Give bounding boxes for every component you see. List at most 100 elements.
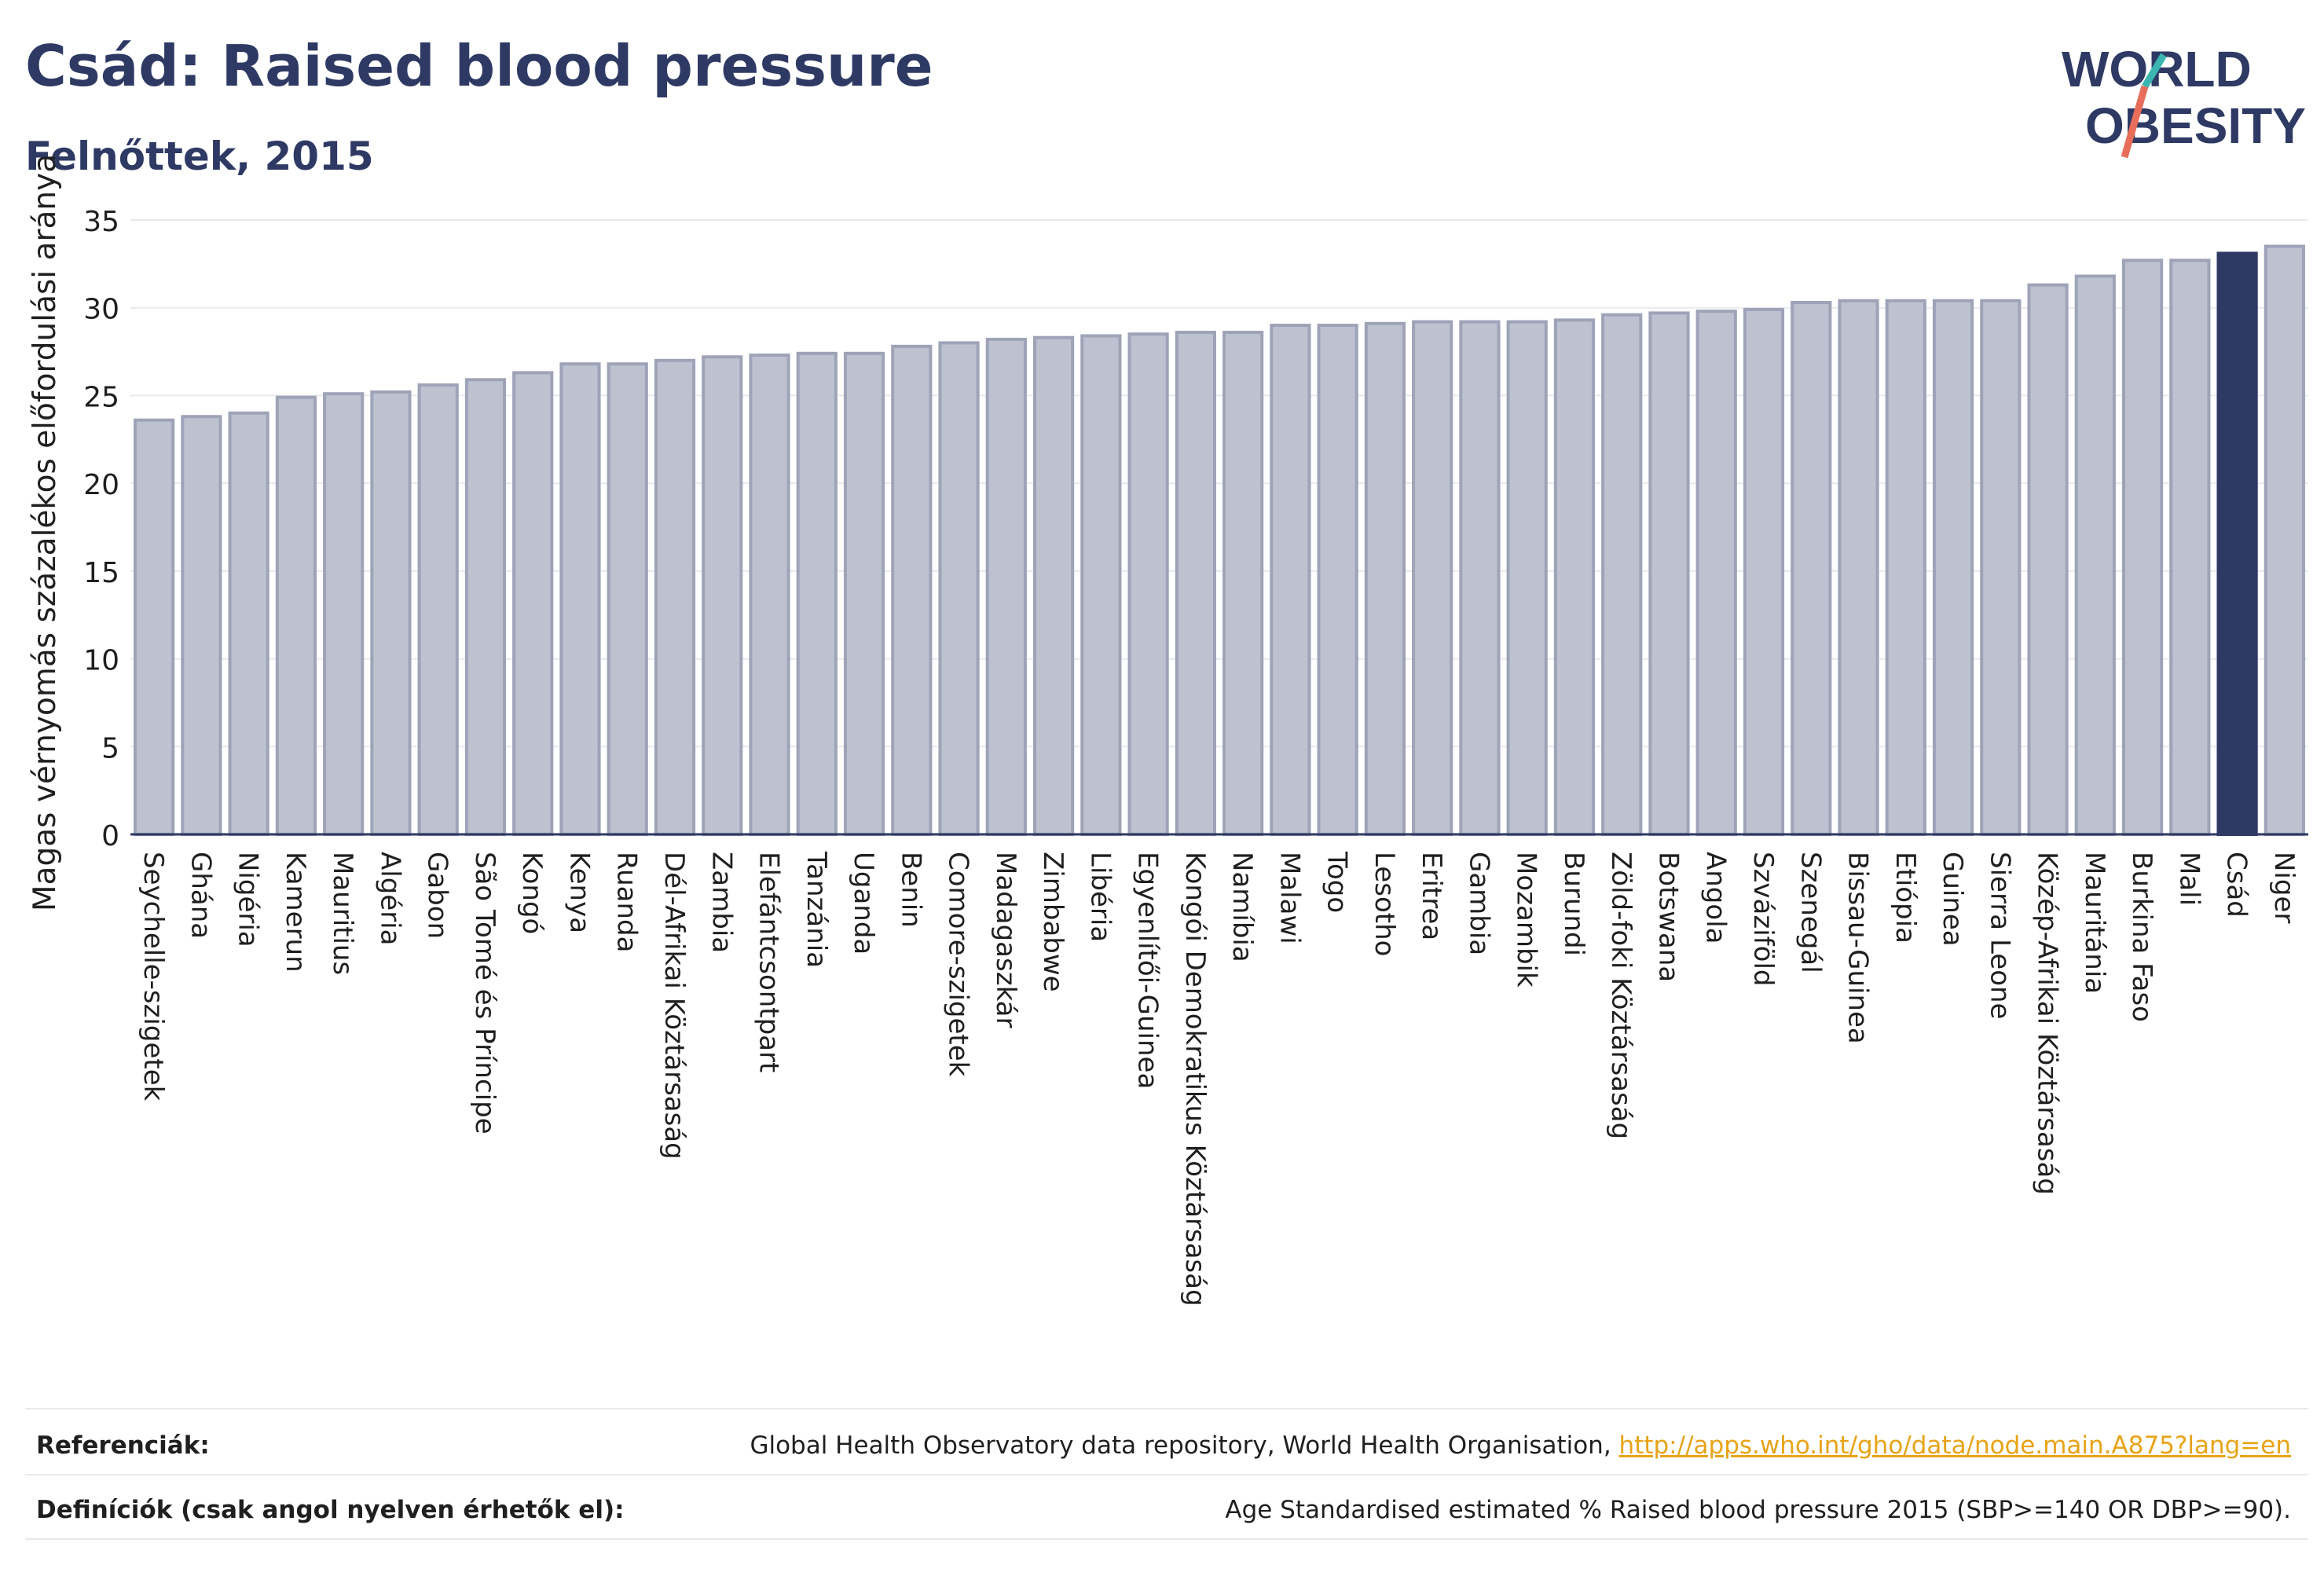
bar-country [1317,324,1358,836]
bar-country [985,337,1027,836]
x-tick-label: Gambia [1463,852,1494,955]
bar-country [843,351,885,836]
x-tick-label: Guinea [1937,852,1968,947]
x-tick-label: Kongó [516,852,548,934]
y-tick-label: 0 [101,820,119,852]
bar-country [654,358,696,836]
bar-country [228,411,269,836]
bar-country [1980,299,2022,836]
y-tick-label: 25 [83,381,119,413]
bar-country [1601,313,1643,836]
bar-country [2169,258,2211,837]
x-tick-label: Nigéria [233,852,264,947]
x-tick-label: Togo [1321,851,1353,913]
x-tick-label: Kenya [563,852,595,933]
x-tick-label: Algéria [374,852,405,945]
x-tick-label: Zöld-foki Köztársaság [1605,852,1637,1139]
x-tick-label: Mali [2173,852,2205,906]
x-tick-label: Csád [2221,852,2253,918]
bar-country [938,341,980,836]
x-tick-label: Zambia [706,852,737,953]
x-tick-label: Egyenlítői-Guinea [1132,852,1164,1089]
x-tick-label: Comore-szigetek [943,852,974,1077]
y-tick-label: 30 [83,294,119,326]
x-tick-label: Niger [2268,852,2300,923]
bar-country [1743,307,1785,837]
bar-country [134,418,175,836]
bar-country [1222,330,1264,837]
y-tick-label: 5 [101,732,119,764]
bar-country [1364,321,1406,836]
bar-country [796,351,838,836]
bar-country [2264,244,2305,836]
x-tick-label: Eritrea [1416,852,1447,940]
bar-country [1270,324,1311,836]
x-tick-label: Malawi [1274,852,1305,944]
x-tick-label: Elefántcsontpart [753,852,785,1072]
x-tick-label: Dél-Afrikai Köztársaság [658,852,690,1160]
y-tick-label: 20 [83,469,119,501]
x-tick-label: Mozambik [1511,852,1542,988]
logo-slash-teal [2142,53,2167,89]
x-tick-label: Mauritánia [2079,852,2110,994]
bar-country [749,354,790,837]
bar-country [1412,320,1453,836]
bar-country [607,362,648,836]
bar-country [2074,274,2116,836]
y-tick-label: 10 [83,645,119,677]
x-tick-label: Seychelle-szigetek [137,852,169,1101]
bar-country [1127,332,1169,836]
page-title: Csád: Raised blood pressure [25,33,933,99]
x-tick-label: Benin [895,852,926,928]
bar-country [1553,318,1596,836]
y-axis-label: Magas vérnyomás százalékos előfordulási … [27,154,63,911]
axes: 0 5 10 15 20 25 30 35 Seychelle-szigetek Ghána Nig… [83,206,2308,1307]
definitions-text: Age Standardised estimated % Raised bloo… [1225,1496,2291,1524]
logo-line-2: OBESITY [2085,97,2306,154]
x-tick-label: Bissau-Guinea [1842,852,1874,1044]
bar-country [559,362,601,836]
x-tick-label: Lesotho [1369,852,1400,956]
definitions-label: Definíciók (csak angol nyelven érhetők e… [36,1496,625,1524]
bar-country [417,383,459,837]
x-tick-label: Angola [1700,852,1732,944]
y-tick-label: 15 [83,557,119,589]
world-obesity-logo: WORLD OBESITY [2062,41,2306,159]
logo-slash-coral [2121,85,2149,159]
x-tick-label: Burkina Faso [2126,852,2157,1022]
x-tick-label: Burundi [1558,852,1589,956]
x-tick-label: Sierra Leone [1984,852,2015,1019]
x-tick-label: Madagaszkár [990,852,1021,1028]
bar-country [2027,283,2069,836]
x-tick-label: Ruanda [611,852,643,952]
x-tick-label: Kongói Demokratikus Köztársaság [1179,852,1211,1307]
bar-country [1695,310,1737,836]
reference-divider-top [25,1408,2308,1409]
references-label: Referenciák: [36,1431,210,1460]
x-tick-label: Mauritius [327,852,358,975]
x-tick-label: Botswana [1652,852,1684,982]
page-subtitle: Felnőttek, 2015 [25,134,374,179]
reference-divider-bottom [25,1538,2308,1540]
x-tick-label: Kamerun [280,852,311,973]
bar-country [1175,330,1216,837]
x-tick-label: Zimbabwe [1037,852,1069,992]
reference-divider-middle [25,1474,2308,1475]
x-tick-label: Libéria [1084,852,1116,942]
bar-country [891,344,933,836]
references-source: Global Health Observatory data repositor… [750,1431,1611,1460]
bar-country [512,371,554,836]
bar-country [464,378,507,836]
bar-country [2121,258,2164,837]
bar-country [1459,320,1501,836]
bar-country [275,395,317,837]
bar-country [370,390,412,836]
references-link[interactable]: http://apps.who.int/gho/data/node.main.A… [1618,1431,2291,1460]
x-tick-label: Tanzánia [801,851,832,968]
x-tick-label: Gabon [422,852,453,939]
x-tick-label: Etiópia [1890,852,1921,944]
bar-country [1506,320,1548,836]
x-tick-label: São Tomé és Príncipe [469,852,500,1134]
bar-country [1932,299,1974,836]
x-tick-label: Namíbia [1226,852,1258,962]
